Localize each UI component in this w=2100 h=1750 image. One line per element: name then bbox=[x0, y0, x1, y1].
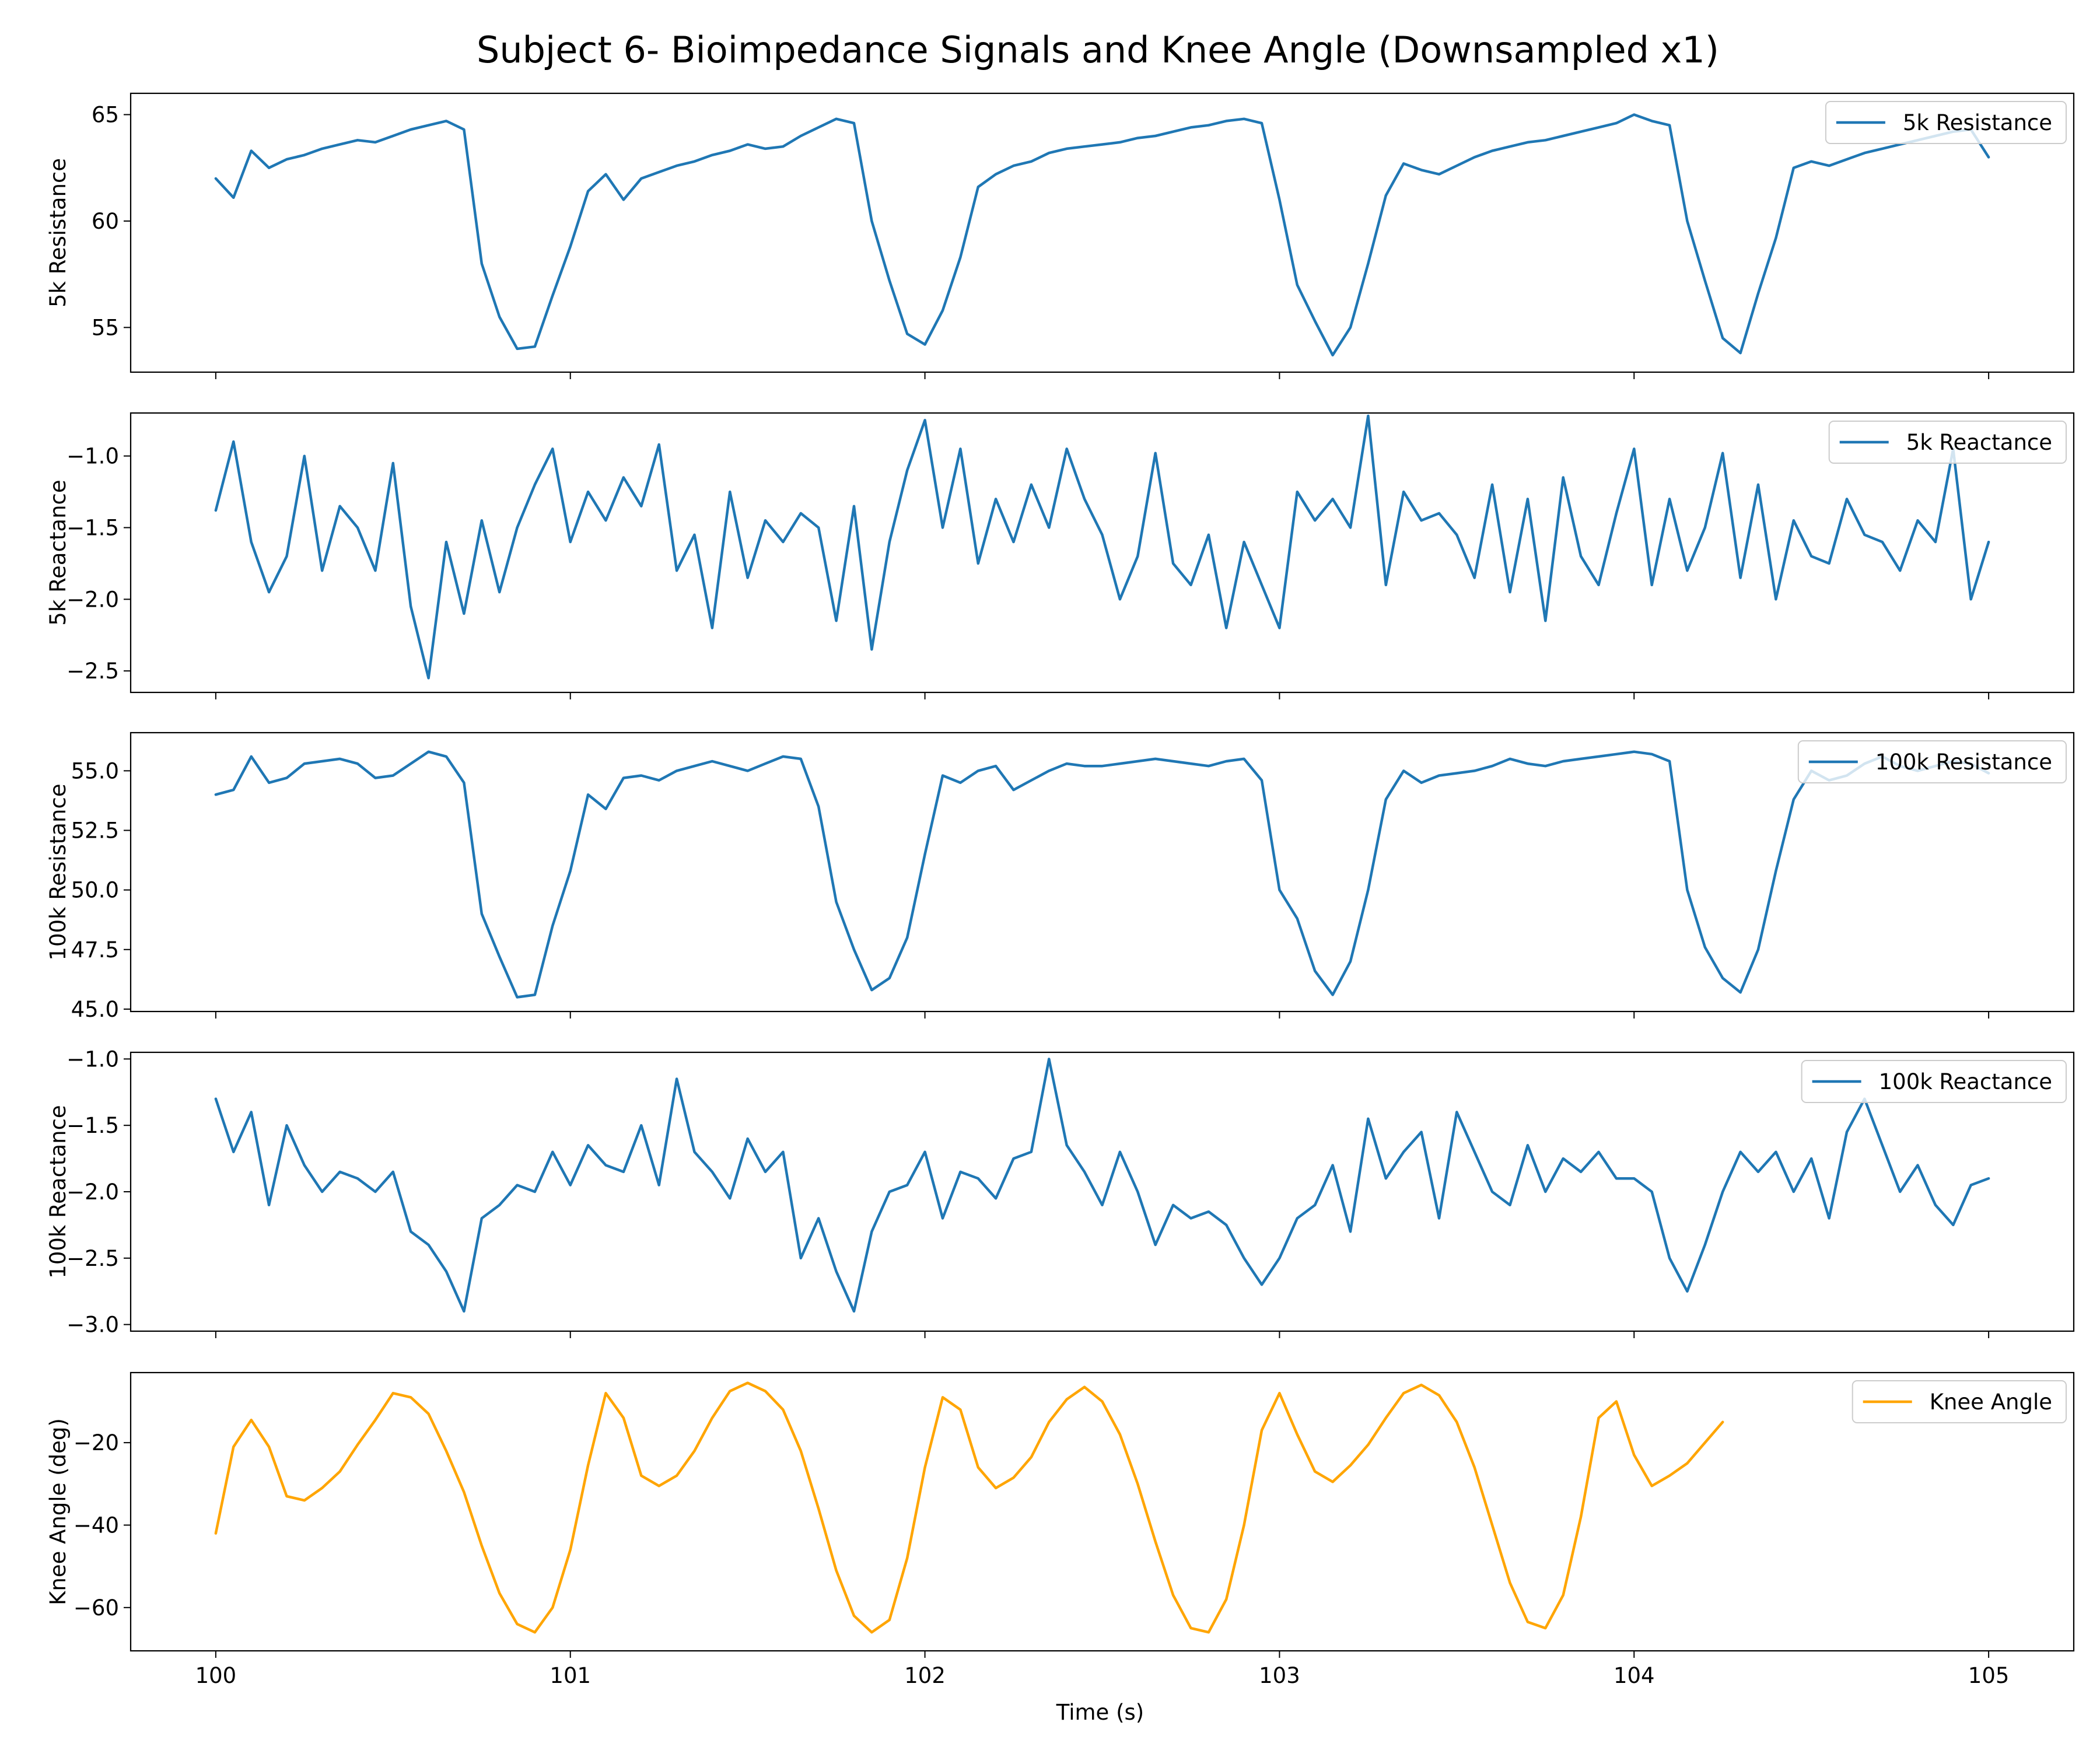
legend: 5k Resistance bbox=[1825, 101, 2067, 144]
y-tick-label: 45.0 bbox=[71, 997, 119, 1022]
y-tick-label: −3.0 bbox=[66, 1312, 119, 1338]
y-tick-label: 50.0 bbox=[71, 878, 119, 903]
series-line bbox=[214, 750, 1990, 999]
subplot-stack: 55 60 65 5k Resistance 5k Resistance −2.5 −2.0… bbox=[46, 92, 2075, 1688]
figure-title: Subject 6- Bioimpedance Signals and Knee… bbox=[477, 29, 1719, 71]
legend-frame bbox=[1828, 421, 2067, 464]
y-tick-label: 52.5 bbox=[71, 818, 119, 844]
series-line bbox=[214, 414, 1990, 680]
y-axis-label: Knee Angle (deg) bbox=[46, 1418, 71, 1605]
x-axis-label: Time (s) bbox=[1056, 1700, 1144, 1725]
y-tick-label: −20 bbox=[74, 1430, 119, 1455]
x-tick-label: 101 bbox=[550, 1663, 591, 1688]
x-tick-label: 102 bbox=[904, 1663, 946, 1688]
y-tick-label: 60 bbox=[92, 209, 119, 234]
x-tick-label: 100 bbox=[195, 1663, 237, 1688]
y-axis-label: 100k Reactance bbox=[46, 1105, 71, 1278]
y-tick-label: −1.0 bbox=[66, 1046, 119, 1072]
legend: 100k Resistance bbox=[1797, 740, 2067, 783]
y-tick-label: −1.0 bbox=[66, 444, 119, 469]
y-axis-label: 5k Resistance bbox=[46, 158, 71, 307]
legend-frame bbox=[1852, 1380, 2067, 1423]
legend: Knee Angle bbox=[1852, 1380, 2067, 1423]
legend-frame bbox=[1797, 740, 2067, 783]
y-tick-label: −2.5 bbox=[66, 659, 119, 684]
x-tick-label: 103 bbox=[1259, 1663, 1300, 1688]
y-tick-label: 47.5 bbox=[71, 937, 119, 963]
subplot-5: −60 −40 −20 100 101 102 103 104 105 Knee Angle (d… bbox=[46, 1371, 2075, 1688]
y-tick-label: −1.5 bbox=[66, 516, 119, 541]
plot-frame bbox=[130, 1051, 2075, 1332]
y-tick-label: 65 bbox=[92, 102, 119, 127]
legend-label: Knee Angle bbox=[1930, 1390, 2052, 1415]
series-line bbox=[214, 1381, 1724, 1634]
plot-frame bbox=[130, 1371, 2075, 1652]
plot-frame bbox=[130, 92, 2075, 373]
y-axis-label: 100k Resistance bbox=[46, 783, 71, 960]
plot-frame bbox=[130, 732, 2075, 1013]
legend: 100k Reactance bbox=[1801, 1060, 2067, 1103]
legend-frame bbox=[1801, 1060, 2067, 1103]
series-line bbox=[214, 113, 1990, 357]
subplot-4: −3.0 −2.5 −2.0 −1.5 −1.0 100k Reactance 100k R… bbox=[46, 1046, 2075, 1338]
y-tick-label: −40 bbox=[74, 1513, 119, 1538]
legend-label: 100k Resistance bbox=[1875, 750, 2052, 775]
y-tick-label: 55 bbox=[92, 315, 119, 340]
y-tick-label: −60 bbox=[74, 1595, 119, 1620]
y-tick-label: 55.0 bbox=[71, 758, 119, 783]
y-tick-label: −2.0 bbox=[66, 587, 119, 612]
legend-label: 5k Reactance bbox=[1906, 430, 2052, 455]
x-tick-label: 104 bbox=[1614, 1663, 1655, 1688]
x-tick-label: 105 bbox=[1968, 1663, 2010, 1688]
series-line bbox=[214, 1058, 1990, 1313]
y-tick-label: −2.5 bbox=[66, 1246, 119, 1271]
y-axis-label: 5k Reactance bbox=[46, 480, 71, 625]
subplot-2: −2.5 −2.0 −1.5 −1.0 5k Reactance 5k Reactance bbox=[46, 412, 2075, 699]
y-tick-label: −1.5 bbox=[66, 1113, 119, 1138]
y-tick-label: −2.0 bbox=[66, 1180, 119, 1205]
plot-frame bbox=[130, 412, 2075, 694]
legend-label: 5k Resistance bbox=[1903, 110, 2052, 135]
subplot-1: 55 60 65 5k Resistance 5k Resistance bbox=[46, 92, 2075, 379]
legend: 5k Reactance bbox=[1828, 421, 2067, 464]
legend-frame bbox=[1825, 101, 2067, 144]
legend-label: 100k Reactance bbox=[1879, 1069, 2052, 1094]
